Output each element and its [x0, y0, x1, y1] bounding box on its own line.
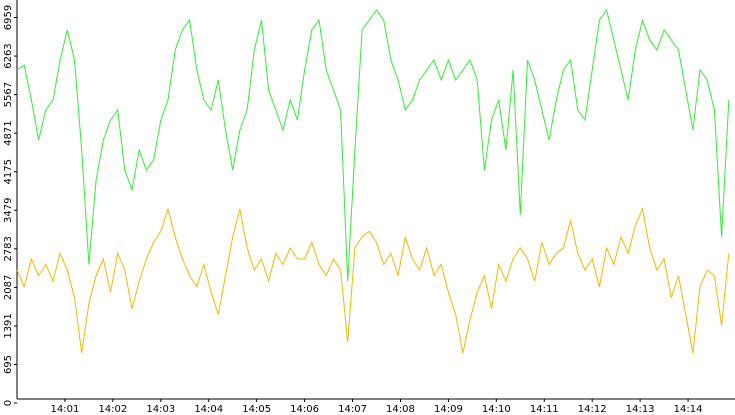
x-tick-label: 14:09	[434, 404, 463, 415]
y-tick-label: 2783	[3, 236, 14, 261]
x-tick-label: 14:07	[338, 404, 367, 415]
x-tick-label: 14:14	[674, 404, 703, 415]
series-line	[16, 8, 730, 282]
y-tick-label: 2087	[3, 275, 14, 300]
x-tick-label: 14:10	[482, 404, 511, 415]
x-tick-label: 14:02	[98, 404, 127, 415]
y-tick-label: 4871	[3, 120, 14, 145]
x-tick-label: 14:06	[290, 404, 319, 415]
x-tick-label: 14:03	[146, 404, 175, 415]
y-tick-label: 6263	[3, 43, 14, 68]
x-tick-label: 14:01	[51, 404, 80, 415]
y-tick-label: 0	[3, 400, 14, 406]
y-tick-label: 5567	[3, 82, 14, 107]
x-tick-label: 14:13	[626, 404, 655, 415]
x-tick-label: 14:12	[578, 404, 607, 415]
series-line	[16, 207, 730, 354]
x-tick-label: 14:04	[194, 404, 223, 415]
y-tick-label: 4175	[3, 159, 14, 184]
y-tick-label: 6959	[3, 5, 14, 30]
y-tick-label: 1391	[3, 313, 14, 338]
y-tick-label: 3479	[3, 198, 14, 223]
x-tick-label: 14:05	[242, 404, 271, 415]
y-tick-label: 695	[3, 355, 14, 374]
x-tick-label: 14:08	[386, 404, 415, 415]
x-tick-label: 14:11	[530, 404, 559, 415]
